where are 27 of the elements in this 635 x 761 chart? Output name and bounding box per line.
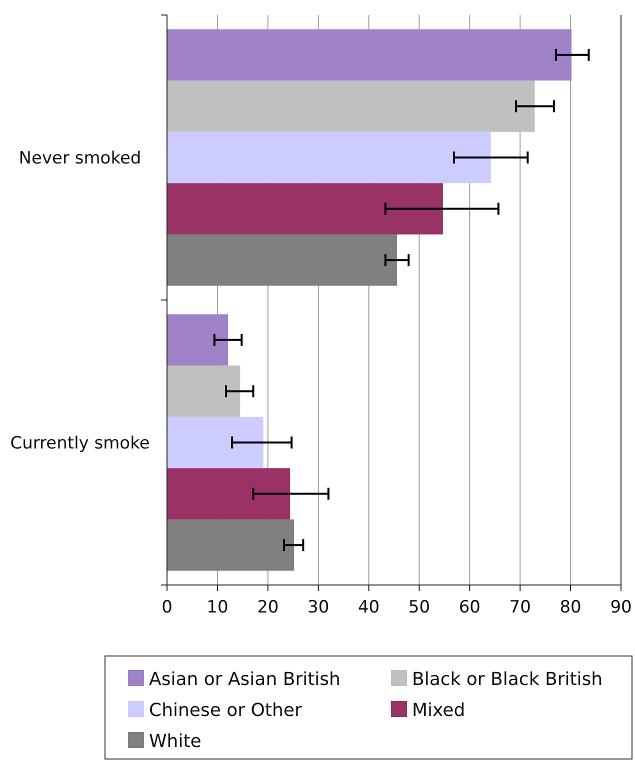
x-tick-label: 10 [206,598,228,618]
x-tick-label: 80 [560,598,582,618]
legend-label: Asian or Asian British [149,669,340,690]
x-tick-label: 0 [162,598,172,618]
legend-label: Chinese or Other [149,700,302,721]
x-tick-label: 90 [610,598,632,618]
y-tick-label: Currently smoke [10,434,150,454]
bar [167,234,398,286]
bar [167,183,443,234]
x-tick-label: 30 [308,598,330,618]
bar [167,80,535,132]
bar [167,314,228,366]
bar [167,468,290,520]
bar [167,519,294,571]
bar [167,29,572,81]
x-tick-label: 60 [458,598,480,618]
bar [167,132,491,184]
y-tick-label: Never smoked [18,148,142,168]
legend-label: Black or Black British [412,669,603,690]
legend-label: White [149,731,202,752]
bar [167,366,240,417]
legend-label: Mixed [412,700,466,721]
bar [167,416,264,468]
x-tick-label: 50 [408,598,430,618]
x-tick-label: 40 [358,598,380,618]
x-tick-label: 20 [257,598,279,618]
x-tick-label: 70 [509,598,531,618]
